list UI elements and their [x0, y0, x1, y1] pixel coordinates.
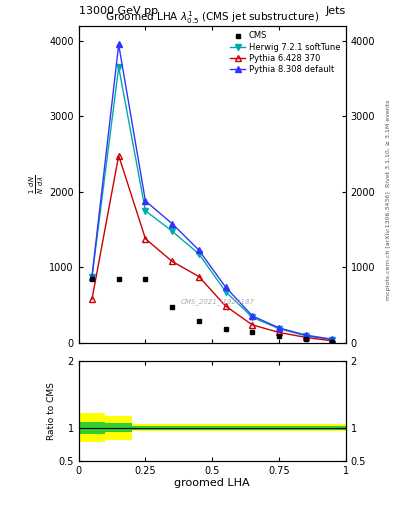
Herwig 7.2.1 softTune: [90, 274, 94, 281]
CMS: [143, 276, 148, 282]
Pythia 6.428 370: [143, 236, 148, 242]
Line: Herwig 7.2.1 softTune: Herwig 7.2.1 softTune: [89, 65, 335, 343]
CMS: [277, 333, 281, 339]
Herwig 7.2.1 softTune: [277, 326, 281, 332]
CMS: [170, 304, 174, 310]
Pythia 6.428 370: [116, 153, 121, 159]
Pythia 8.308 default: [223, 284, 228, 290]
Y-axis label: Ratio to CMS: Ratio to CMS: [47, 382, 55, 440]
Text: mcplots.cern.ch [arXiv:1306.3436]: mcplots.cern.ch [arXiv:1306.3436]: [386, 191, 391, 300]
Pythia 8.308 default: [277, 325, 281, 331]
Pythia 8.308 default: [143, 198, 148, 204]
Title: Groomed LHA $\lambda^{1}_{0.5}$ (CMS jet substructure): Groomed LHA $\lambda^{1}_{0.5}$ (CMS jet…: [105, 9, 320, 26]
CMS: [303, 336, 308, 343]
Herwig 7.2.1 softTune: [303, 333, 308, 339]
Pythia 6.428 370: [277, 329, 281, 335]
Pythia 8.308 default: [90, 273, 94, 280]
Line: Pythia 6.428 370: Pythia 6.428 370: [89, 153, 335, 344]
Pythia 8.308 default: [196, 247, 201, 253]
Pythia 6.428 370: [330, 338, 335, 344]
CMS: [196, 318, 201, 324]
Line: CMS: CMS: [90, 276, 335, 344]
Text: Jets: Jets: [325, 6, 346, 16]
Herwig 7.2.1 softTune: [250, 314, 255, 321]
CMS: [330, 338, 335, 345]
Pythia 8.308 default: [170, 221, 174, 227]
Herwig 7.2.1 softTune: [170, 228, 174, 234]
CMS: [250, 329, 255, 335]
CMS: [90, 276, 94, 282]
Herwig 7.2.1 softTune: [196, 251, 201, 257]
Pythia 6.428 370: [196, 273, 201, 280]
Pythia 8.308 default: [330, 336, 335, 343]
Pythia 6.428 370: [223, 303, 228, 309]
Line: Pythia 8.308 default: Pythia 8.308 default: [89, 41, 335, 342]
CMS: [116, 276, 121, 282]
Pythia 6.428 370: [90, 296, 94, 302]
Pythia 6.428 370: [303, 334, 308, 340]
Legend: CMS, Herwig 7.2.1 softTune, Pythia 6.428 370, Pythia 8.308 default: CMS, Herwig 7.2.1 softTune, Pythia 6.428…: [228, 30, 342, 75]
Pythia 8.308 default: [116, 41, 121, 48]
Pythia 6.428 370: [250, 322, 255, 328]
X-axis label: groomed LHA: groomed LHA: [174, 478, 250, 488]
Text: CMS_2021_I1920187: CMS_2021_I1920187: [180, 298, 255, 305]
Herwig 7.2.1 softTune: [116, 64, 121, 70]
Pythia 8.308 default: [303, 332, 308, 338]
Herwig 7.2.1 softTune: [330, 336, 335, 343]
Text: 13000 GeV pp: 13000 GeV pp: [79, 6, 158, 16]
Text: Rivet 3.1.10, ≥ 3.1M events: Rivet 3.1.10, ≥ 3.1M events: [386, 100, 391, 187]
CMS: [223, 326, 228, 332]
Herwig 7.2.1 softTune: [143, 208, 148, 214]
Herwig 7.2.1 softTune: [223, 289, 228, 295]
Pythia 6.428 370: [170, 259, 174, 265]
Pythia 8.308 default: [250, 313, 255, 319]
Y-axis label: $\frac{1}{N}\,\frac{dN}{d\lambda}$: $\frac{1}{N}\,\frac{dN}{d\lambda}$: [28, 175, 46, 194]
